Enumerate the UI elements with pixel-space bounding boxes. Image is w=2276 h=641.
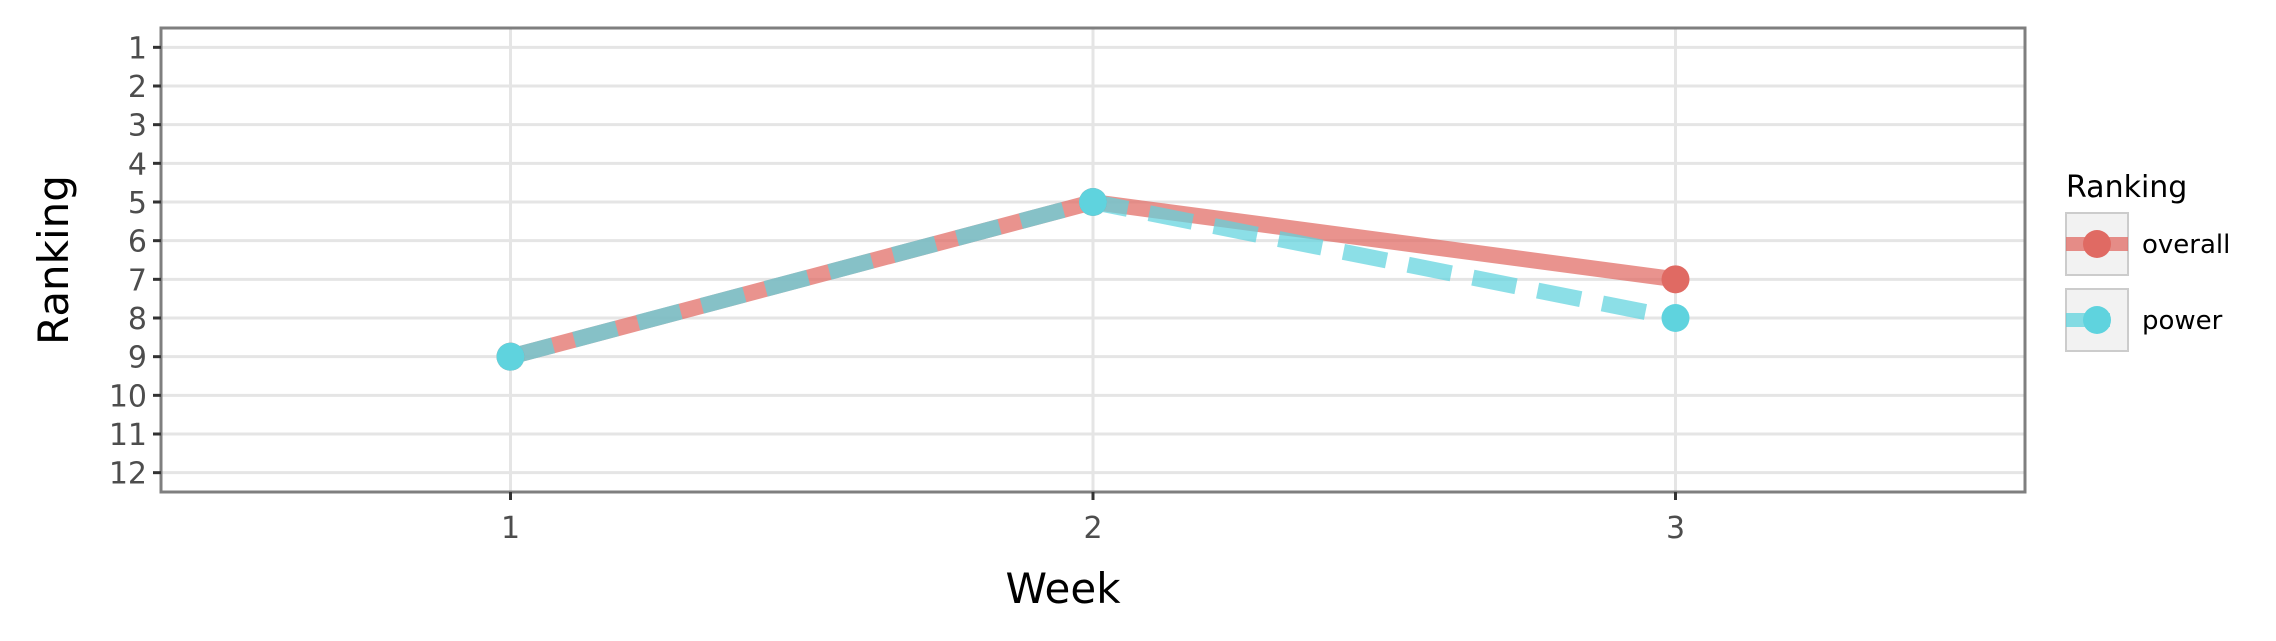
y-tick-label: 1 <box>128 31 147 66</box>
y-tick-label: 3 <box>128 109 147 144</box>
y-tick-label: 5 <box>128 186 147 221</box>
legend-key-point-power <box>2083 306 2111 334</box>
y-tick-label: 10 <box>109 379 147 414</box>
x-tick-label: 1 <box>501 511 520 546</box>
y-tick-label: 4 <box>128 147 147 182</box>
y-tick-label: 2 <box>128 70 147 105</box>
y-tick-label: 9 <box>128 341 147 376</box>
legend: Ranking overall power <box>2065 170 2230 352</box>
x-tick-label: 2 <box>1083 511 1102 546</box>
legend-title: Ranking <box>2066 170 2187 205</box>
y-axis-title: Ranking <box>29 175 78 345</box>
data-point-power <box>1661 304 1690 332</box>
legend-key-point-overall <box>2083 230 2111 258</box>
y-tick-label: 7 <box>128 263 147 298</box>
data-point-power <box>1079 188 1107 216</box>
grid-lines <box>161 28 2025 492</box>
data-point-overall <box>1661 265 1690 294</box>
y-tick-label: 6 <box>128 225 147 260</box>
y-tick-label: 8 <box>128 302 147 337</box>
x-axis-title: Week <box>1005 564 1121 613</box>
y-tick-label: 11 <box>109 418 147 453</box>
y-tick-label: 12 <box>109 457 147 492</box>
series-points <box>496 188 1690 371</box>
x-tick-label: 3 <box>1666 511 1685 546</box>
legend-label-power: power <box>2142 306 2223 336</box>
data-point-power <box>496 342 525 371</box>
legend-label-overall: overall <box>2142 230 2230 260</box>
